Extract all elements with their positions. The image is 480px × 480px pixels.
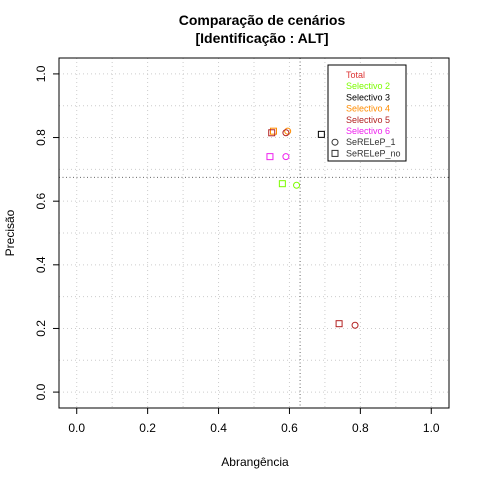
legend-marker <box>331 149 339 157</box>
data-point <box>270 127 277 135</box>
x-tick-label: 0.6 <box>281 421 298 435</box>
data-point <box>351 321 359 329</box>
data-points <box>266 127 359 329</box>
y-tick-label: 0.4 <box>34 256 48 273</box>
reference-lines <box>59 58 449 408</box>
data-point <box>268 129 276 137</box>
y-tick-label: 0.6 <box>34 193 48 210</box>
y-tick-label: 0.2 <box>34 320 48 337</box>
data-point <box>266 153 274 161</box>
x-axis: 0.0 0.2 0.4 0.6 0.8 1.0 <box>68 408 440 435</box>
legend-marker <box>331 138 339 146</box>
legend-box <box>327 64 407 162</box>
plot-frame <box>58 57 450 409</box>
legend-entry: SeRELeP_1 <box>346 137 396 147</box>
legend-entry: Selectivo 4 <box>346 104 390 114</box>
y-axis: 0.0 0.2 0.4 0.6 0.8 1.0 <box>34 65 59 400</box>
data-point <box>282 153 290 161</box>
legend-entry: Selectivo 5 <box>346 115 390 125</box>
x-tick-label: 0.2 <box>139 421 156 435</box>
legend-entry: Selectivo 3 <box>346 92 390 102</box>
data-point <box>284 127 292 135</box>
legend-entry: Selectivo 2 <box>346 81 390 91</box>
y-tick-label: 0.0 <box>34 383 48 400</box>
data-point <box>335 320 343 328</box>
data-point <box>293 181 301 189</box>
chart-title: Comparação de cenários <box>179 12 346 28</box>
legend-entry: SeRELeP_no <box>346 148 401 158</box>
data-point <box>278 180 286 188</box>
x-tick-label: 0.0 <box>68 421 85 435</box>
x-axis-label: Abrangência <box>221 455 289 469</box>
y-axis-label: Precisão <box>3 209 17 256</box>
grid <box>59 58 449 408</box>
data-point <box>317 130 325 138</box>
legend-entry: Total <box>346 70 365 80</box>
y-tick-label: 1.0 <box>34 65 48 82</box>
chart-subtitle: [Identificação : ALT] <box>196 30 329 46</box>
legend-entry: Selectivo 6 <box>346 126 390 136</box>
x-tick-label: 1.0 <box>423 421 440 435</box>
data-point <box>282 129 290 137</box>
y-tick-label: 0.8 <box>34 129 48 146</box>
x-tick-label: 0.8 <box>352 421 369 435</box>
x-tick-label: 0.4 <box>210 421 227 435</box>
